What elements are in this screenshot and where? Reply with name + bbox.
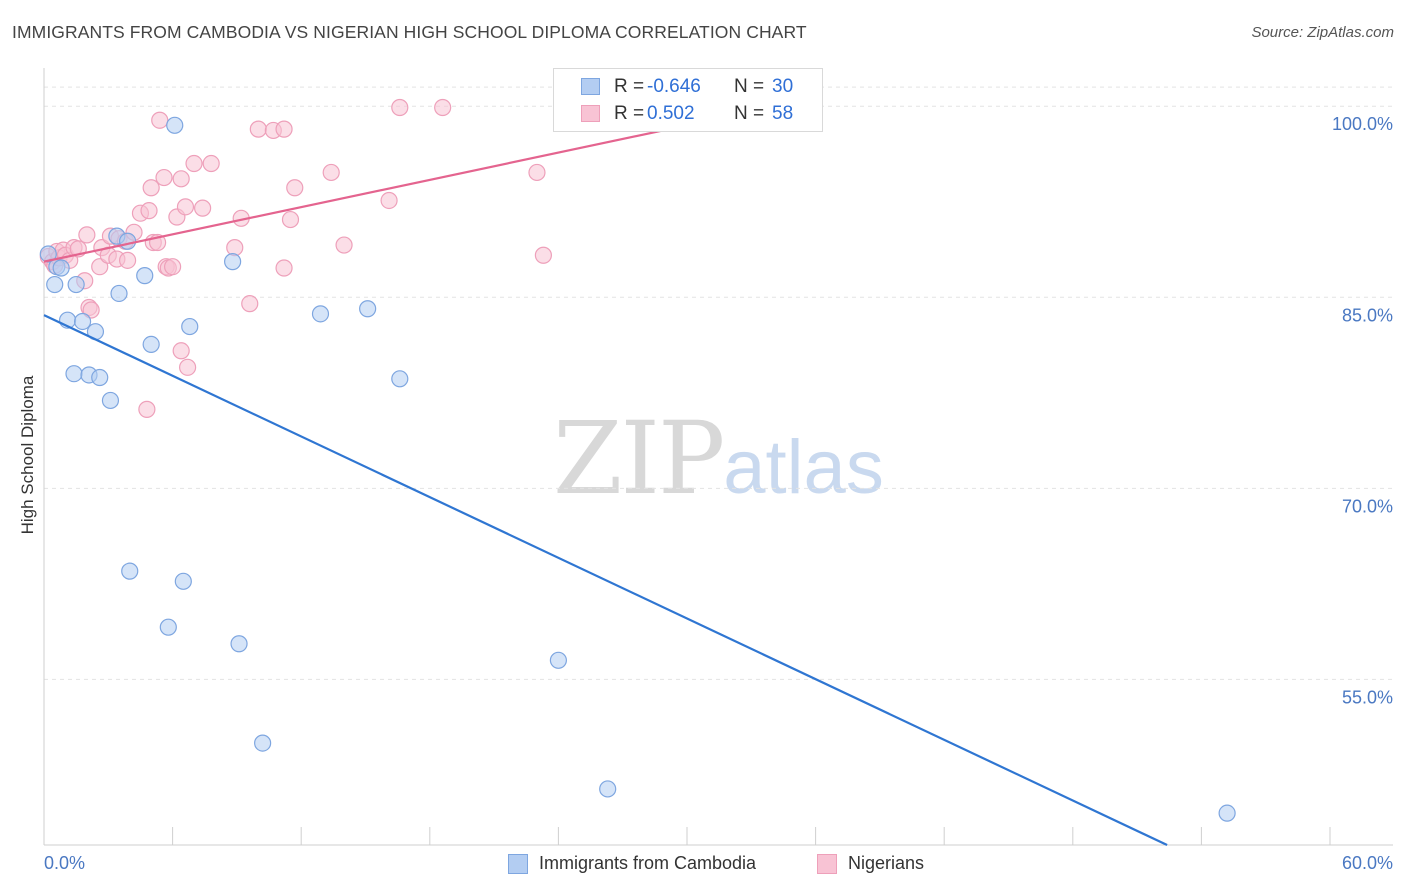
legend-swatch-cambodia [508,854,528,874]
cambodia-point [159,618,177,636]
nigerians-point [528,163,546,182]
legend-n-value: 30 [772,76,794,97]
cambodia-point [52,259,70,277]
cambodia-point [174,572,192,590]
nigerians-point [202,154,220,173]
legend-swatch-nigerians [581,105,600,122]
legend-r-value: -0.646 [647,76,701,97]
nigerians-point [185,154,203,173]
tick-labels: 55.0% 70.0% 85.0% 100.0% 0.0% 60.0% [44,114,1393,873]
nigerians-point [380,191,398,210]
cambodia-point [224,253,242,271]
legend-n-label: N = [734,103,765,124]
cambodia-point [39,245,57,263]
nigerians-point [286,179,304,197]
cambodia-point [142,335,160,354]
cambodia-point [549,651,568,669]
nigerians-point [142,179,160,197]
cambodia-trend-line [43,314,1168,846]
cambodia-point [46,275,64,294]
cambodia-point [121,562,139,580]
nigerians-point [164,258,182,276]
cambodia-point [118,232,137,250]
cambodia-point [110,284,128,303]
legend-r-label: R = [614,103,645,124]
source-label: Source: ZipAtlas.com [1251,24,1394,41]
legend-swatch-nigerians [817,854,837,874]
legend-swatch-cambodia [581,78,600,95]
legend-label-nigerians: Nigerians [848,853,925,873]
chart-title: IMMIGRANTS FROM CAMBODIA VS NIGERIAN HIG… [12,22,807,42]
nigerians-point [78,226,96,244]
nigerians-point [275,259,293,277]
series-legend: Immigrants from Cambodia Nigerians [0,852,1406,878]
legend-n-label: N = [734,76,765,97]
nigerians-point [322,163,340,182]
nigerians-point [155,168,173,187]
nigerians-point [172,342,190,360]
nigerians-point [391,98,409,117]
cambodia-point [65,365,83,383]
cambodia-point [166,116,184,134]
nigerians-point [335,236,353,254]
cambodia-point [67,275,85,294]
y-tick-label: 85.0% [1342,305,1393,325]
nigerians-point [194,199,212,217]
legend-n-value: 58 [772,103,794,124]
nigerians-point [281,210,300,229]
nigerians-point [138,400,156,418]
watermark: ZIPatlas [553,400,884,517]
watermark-zip: ZIP [553,400,725,517]
legend-row-cambodia: R = -0.646 N = 30 [554,73,822,100]
legend-row-nigerians: R = 0.502 N = 58 [554,100,822,127]
legend-r-label: R = [614,76,645,97]
nigerians-point [91,258,109,276]
y-tick-label: 70.0% [1342,496,1393,516]
nigerians-point [434,98,452,117]
nigerians-point [140,202,158,220]
x-tick-label: 60.0% [1342,853,1393,873]
nigerians-point [179,358,197,376]
nigerians-point [249,120,267,138]
cambodia-point [254,734,272,752]
nigerians-point [82,301,100,319]
cambodia-point [136,267,154,285]
nigerians-point [118,251,137,269]
cambodia-point [311,305,330,323]
axes [43,68,1393,846]
cambodia-point [91,368,109,387]
cambodia-point [391,370,409,388]
y-tick-label: 55.0% [1342,687,1393,707]
cambodia-point [101,391,120,410]
nigerians-point [172,170,190,188]
cambodia-point [1218,804,1236,822]
cambodia-point [181,317,199,336]
nigerians-point [226,239,244,257]
correlation-legend: R = -0.646 N = 30 R = 0.502 N = 58 [553,68,823,132]
gridlines [44,86,1392,680]
cambodia-point [73,312,92,331]
cambodia-point [599,780,617,798]
nigerians-point [241,295,259,313]
cambodia-point [359,300,377,318]
nigerians-point [151,111,169,129]
nigerians-point [534,246,552,264]
nigerians-point [275,120,293,138]
legend-label-cambodia: Immigrants from Cambodia [539,853,757,873]
trend-lines [43,103,1168,846]
y-tick-label: 100.0% [1332,114,1393,134]
legend-r-value: 0.502 [647,103,695,124]
nigerians-point [176,198,195,216]
cambodia-point [230,635,248,653]
watermark-atlas: atlas [723,425,884,510]
x-tick-label: 0.0% [44,853,85,873]
cambodia-points [39,116,1236,822]
